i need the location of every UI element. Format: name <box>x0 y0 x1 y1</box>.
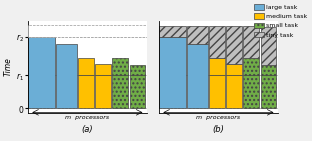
Bar <box>226 26 242 64</box>
Bar <box>78 58 94 75</box>
Bar <box>261 75 276 108</box>
Bar <box>56 44 77 108</box>
Y-axis label: Time: Time <box>4 58 13 76</box>
Bar <box>209 58 225 75</box>
Bar <box>261 65 276 75</box>
Bar <box>28 25 147 37</box>
Text: m  processors: m processors <box>196 115 241 120</box>
Bar <box>95 64 111 75</box>
Text: (b): (b) <box>212 125 224 134</box>
Bar <box>159 26 186 37</box>
Bar <box>187 26 208 44</box>
Bar <box>226 75 242 108</box>
Bar <box>28 37 55 108</box>
Bar <box>112 75 128 108</box>
Bar <box>226 64 242 75</box>
Bar <box>129 75 145 108</box>
Bar <box>159 37 186 108</box>
Text: (a): (a) <box>81 125 93 134</box>
Bar <box>243 26 259 58</box>
Bar <box>129 65 145 75</box>
Bar <box>243 75 259 108</box>
Bar <box>261 27 276 65</box>
Bar <box>187 44 208 108</box>
Bar <box>209 26 225 58</box>
Bar <box>95 75 111 108</box>
Legend: large task, medium task, small task, tiny task: large task, medium task, small task, tin… <box>253 3 309 39</box>
Text: m  processors: m processors <box>65 115 110 120</box>
Bar <box>112 58 128 75</box>
Bar <box>209 75 225 108</box>
Bar <box>243 58 259 75</box>
Bar <box>78 75 94 108</box>
